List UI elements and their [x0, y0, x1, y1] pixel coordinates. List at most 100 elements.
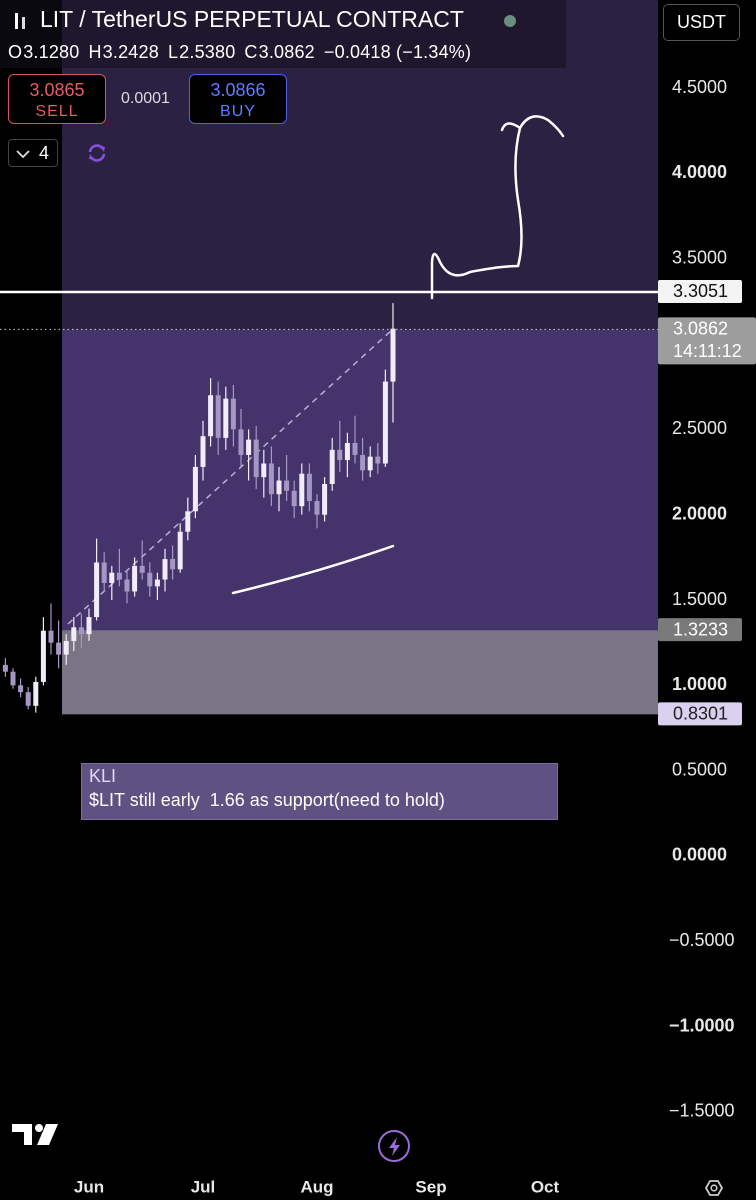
- icon-bar: [22, 17, 25, 29]
- flash-bolt: [389, 1137, 400, 1156]
- price-label: 0.8301: [673, 704, 728, 724]
- ohlc-value: 3.2428: [102, 42, 159, 62]
- x-tick-label: Jun: [74, 1177, 104, 1196]
- x-tick-label: Sep: [415, 1177, 446, 1196]
- x-tick-label: Oct: [531, 1177, 560, 1196]
- interval-value: 4: [39, 143, 50, 163]
- price-label-box: [658, 279, 742, 303]
- x-tick-label: Jul: [191, 1177, 216, 1196]
- sell-button[interactable]: 3.0865 SELL: [8, 74, 106, 124]
- interval-toggle[interactable]: 4: [8, 139, 58, 167]
- candle-body: [63, 640, 69, 655]
- candle-body: [200, 436, 206, 467]
- candle-body: [154, 579, 160, 587]
- candle-body: [390, 328, 396, 382]
- candle-body: [367, 456, 373, 471]
- y-tick-label: 4.0000: [672, 162, 727, 182]
- candle-body: [291, 490, 297, 507]
- candle-body: [238, 429, 244, 455]
- candle-body: [25, 692, 31, 706]
- candle-body: [10, 671, 16, 686]
- flash-icon[interactable]: [378, 1130, 410, 1162]
- ohlc-value: 3.0862: [258, 42, 315, 62]
- ohlc-key: O: [8, 42, 23, 62]
- symbol-title: LIT / TetherUS PERPETUAL CONTRACT: [40, 6, 464, 32]
- candle-body: [185, 511, 191, 532]
- candle-body: [109, 572, 115, 583]
- candle-body: [48, 630, 54, 643]
- candle-body: [344, 443, 350, 461]
- x-tick-label: Aug: [300, 1177, 333, 1196]
- y-tick-label: 0.5000: [672, 759, 727, 779]
- currency-button[interactable]: USDT: [663, 4, 740, 41]
- candle-body: [86, 617, 92, 635]
- candle-body: [299, 473, 305, 507]
- spread: 0.0001: [121, 90, 170, 107]
- tv-logo: [12, 1124, 58, 1145]
- candles: [2, 303, 396, 713]
- ohlc-change: −0.0418 (−1.34%): [323, 42, 472, 62]
- y-tick-label: −0.5000: [669, 930, 735, 950]
- zone-middle: [62, 329, 658, 631]
- annotation-text: $LIT still early 1.66 as support(need to…: [89, 790, 445, 810]
- sell-label: SELL: [35, 103, 79, 120]
- icon-bar: [15, 13, 18, 29]
- candle-body: [223, 398, 229, 438]
- settings-icon[interactable]: [704, 1180, 724, 1196]
- candle-body: [215, 395, 221, 438]
- status-dot: [504, 15, 516, 27]
- buy-price: 3.0866: [210, 80, 266, 100]
- logo-part: [35, 1124, 43, 1132]
- logo-part: [37, 1124, 58, 1145]
- candle-body: [94, 562, 100, 618]
- settings-hex[interactable]: [704, 1180, 724, 1196]
- candle-body: [162, 559, 168, 580]
- ohlc-value: 3.1280: [23, 42, 80, 62]
- candle-body: [2, 664, 8, 672]
- price-label-box: [658, 618, 742, 642]
- candle-body: [132, 565, 138, 592]
- refresh-icon[interactable]: [86, 142, 108, 164]
- y-tick-label: 1.0000: [672, 674, 727, 694]
- candle-body: [192, 466, 198, 512]
- y-tick-label: 4.5000: [672, 77, 727, 97]
- candle-body: [78, 627, 84, 635]
- price-label: 3.0862: [673, 319, 728, 339]
- y-tick-label: −1.5000: [669, 1101, 735, 1121]
- zone-lower: [62, 630, 658, 715]
- annotation: KLI $LIT still early 1.66 as support(nee…: [81, 763, 558, 820]
- candle-body: [375, 456, 381, 464]
- ohlc-key: C: [244, 42, 258, 62]
- candle-body: [56, 642, 62, 655]
- ohlc-row: O3.1280 H3.2428 L2.5380 C3.0862 −0.0418 (−1.…: [8, 42, 471, 63]
- candle-body: [284, 480, 290, 491]
- candle-body: [124, 579, 130, 592]
- ohlc-key: H: [88, 42, 102, 62]
- candle-body: [329, 449, 335, 484]
- candle-body: [246, 439, 252, 455]
- buy-button[interactable]: 3.0866 BUY: [189, 74, 287, 124]
- buy-label: BUY: [220, 103, 256, 120]
- candle-body: [177, 531, 183, 570]
- candle-body: [71, 627, 77, 641]
- drawn-arrow: [430, 115, 565, 300]
- price-label-box: [658, 317, 756, 365]
- candle-body: [352, 443, 358, 455]
- candle-body: [337, 449, 343, 461]
- y-tick-label: 1.5000: [672, 589, 727, 609]
- candle-body: [147, 572, 153, 587]
- candle-body: [261, 463, 267, 478]
- symbol-icon: [15, 13, 25, 29]
- price-label-box: [658, 702, 742, 726]
- status-dot-fill: [504, 15, 516, 27]
- ohlc-key: L: [167, 42, 179, 62]
- settings-dot: [710, 1184, 718, 1192]
- candle-body: [18, 685, 24, 693]
- annotation-title: KLI: [89, 766, 117, 786]
- price-label: 3.3051: [673, 281, 728, 301]
- candle-body: [208, 395, 214, 437]
- y-tick-label: 0.0000: [672, 845, 727, 865]
- countdown: 14:11:12: [673, 341, 742, 361]
- y-tick-label: 2.0000: [672, 503, 727, 523]
